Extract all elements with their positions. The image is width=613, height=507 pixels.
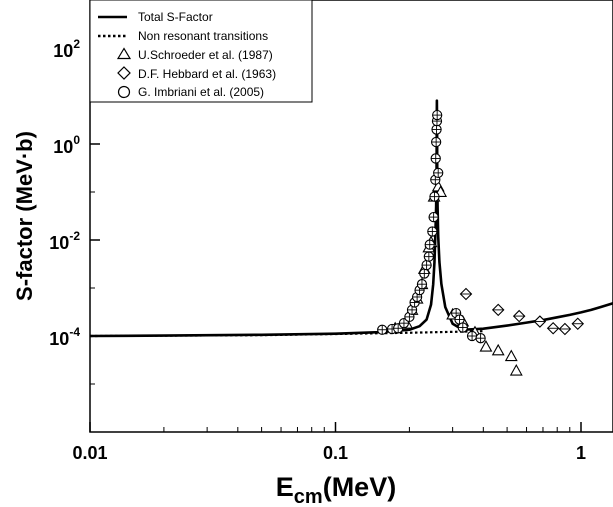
legend-triangle-marker bbox=[116, 47, 132, 60]
series-total-s-factor bbox=[89, 99, 613, 338]
x-axis-label-unit: (MeV) bbox=[323, 472, 397, 502]
data-point-triangle bbox=[504, 349, 518, 362]
x-minor-ticks bbox=[163, 427, 571, 432]
x-axis-label-subscript: cm bbox=[294, 486, 323, 507]
series-non-resonant-transitions bbox=[89, 330, 484, 338]
legend-item-total-s-factor: Total S-Factor bbox=[98, 10, 213, 24]
legend-item-imbriani: G. Imbriani et al. (2005) bbox=[117, 85, 264, 99]
data-point-triangle bbox=[479, 340, 493, 352]
legend-label-hebbard: D.F. Hebbard et al. (1963) bbox=[138, 67, 276, 81]
legend-diamond-marker bbox=[117, 66, 131, 80]
legend-item-hebbard: D.F. Hebbard et al. (1963) bbox=[117, 66, 276, 81]
x-axis-label-main: E bbox=[276, 472, 294, 502]
x-tick-label: 0.1 bbox=[323, 443, 348, 463]
legend-item-schroeder: U.Schroeder et al. (1987) bbox=[116, 47, 273, 62]
legend-label-imbriani: G. Imbriani et al. (2005) bbox=[138, 85, 264, 99]
series-g-imbriani-et-al-2005 bbox=[377, 109, 486, 344]
series-layer bbox=[89, 99, 613, 376]
x-axis-label: Ecm(MeV) bbox=[276, 472, 396, 507]
series-u-schroeder-et-al-1987 bbox=[388, 179, 523, 376]
legend: Total S-Factor Non resonant transitions … bbox=[89, 0, 313, 103]
legend-label-non-resonant: Non resonant transitions bbox=[138, 29, 268, 43]
legend-label-schroeder: U.Schroeder et al. (1987) bbox=[138, 48, 273, 62]
x-axis-ticks: 0.01 0.1 1 bbox=[72, 422, 586, 463]
y-axis-label: S-factor (MeV·b) bbox=[12, 131, 37, 301]
data-point-triangle bbox=[491, 343, 505, 356]
y-tick-label: 100 bbox=[53, 133, 80, 157]
data-point-triangle bbox=[509, 363, 523, 376]
plot-area: 0.01 0.1 1 10-4 10-2 100 102 bbox=[49, 0, 613, 463]
legend-label-total-s-factor: Total S-Factor bbox=[138, 10, 213, 24]
plot-frame bbox=[89, 0, 613, 433]
series-d-f-hebbard-et-al-1963 bbox=[459, 287, 585, 336]
y-tick-label: 10-2 bbox=[49, 229, 80, 253]
legend-item-non-resonant: Non resonant transitions bbox=[98, 29, 268, 43]
y-tick-label: 10-4 bbox=[49, 325, 80, 349]
y-tick-label: 102 bbox=[53, 37, 80, 61]
legend-circle-marker bbox=[117, 85, 131, 99]
series-line bbox=[89, 99, 613, 338]
series-line bbox=[89, 330, 484, 338]
x-tick-label: 0.01 bbox=[72, 443, 107, 463]
x-tick-label: 1 bbox=[576, 443, 586, 463]
